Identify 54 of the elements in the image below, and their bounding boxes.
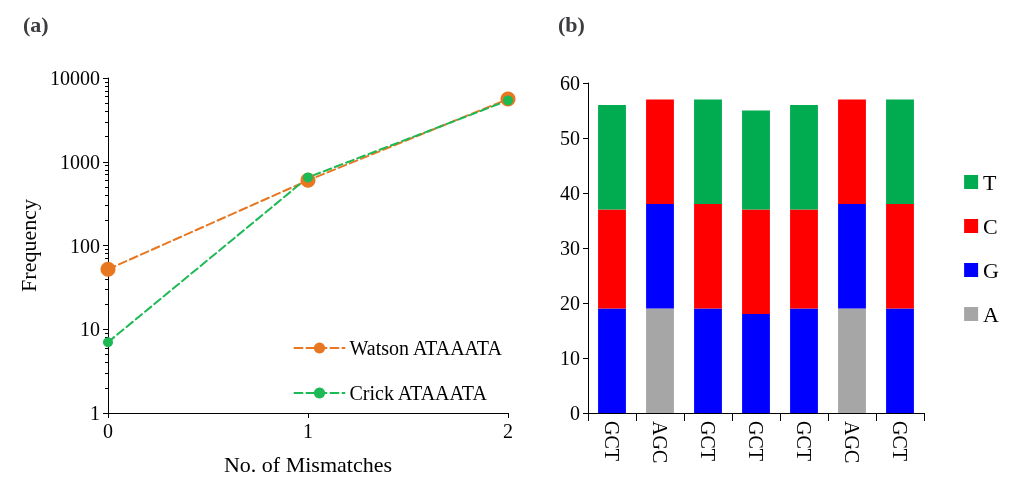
x-axis-title: No. of Mismatches [223,451,393,477]
y-tick-label: 1 [90,402,100,424]
bar [886,99,914,204]
x-tick-label: GCT [601,421,623,461]
bar [742,209,770,314]
x-tick-label: AGC [649,421,671,464]
x-tick-label: GCT [889,421,911,461]
y-axis-title: Frequency [15,199,41,292]
y-tick-label: 0 [570,402,580,424]
legend-label: C [983,213,998,239]
bar [598,308,626,413]
y-tick-label: 1000 [60,150,100,173]
bar [886,204,914,309]
x-tick-label: GCT [745,421,767,461]
bar [598,105,626,210]
y-tick-label: 30 [560,237,580,259]
y-tick-label: 60 [560,72,580,94]
bar [790,105,818,210]
x-tick-label: GCT [697,421,719,461]
y-tick-label: 50 [560,127,580,149]
y-tick-label: 40 [560,182,580,204]
legend-label: A [983,301,1000,327]
point [100,261,116,277]
y-tick-label: 10 [560,347,580,369]
bar [646,308,674,413]
x-tick-label: 2 [503,420,513,442]
bar [598,209,626,309]
bar [742,314,770,413]
point [103,337,113,348]
x-tick-label: AGC [841,421,863,464]
y-tick-label: 10 [80,318,100,341]
bar [742,110,770,210]
y-tick-label: 10000 [50,67,100,89]
legend-label: T [983,169,998,195]
y-tick-label: 100 [70,234,100,257]
bar [694,204,722,309]
chart-title: (b) [558,11,585,37]
bar [790,308,818,413]
x-tick-label: GCT [793,421,815,461]
bar [838,204,866,309]
bar [886,308,914,413]
bar [694,99,722,204]
legend-label: Watson ATAAATA [349,337,503,359]
x-tick-label: 1 [303,420,313,442]
bar [838,99,866,204]
legend-label: G [983,257,1000,283]
chart-title: (a) [23,11,49,37]
bar [838,308,866,413]
bar [646,99,674,204]
y-tick-label: 20 [560,292,580,314]
bar [646,204,674,309]
bar [694,308,722,413]
legend-label: Crick ATAAATA [349,382,488,404]
bar [790,209,818,309]
